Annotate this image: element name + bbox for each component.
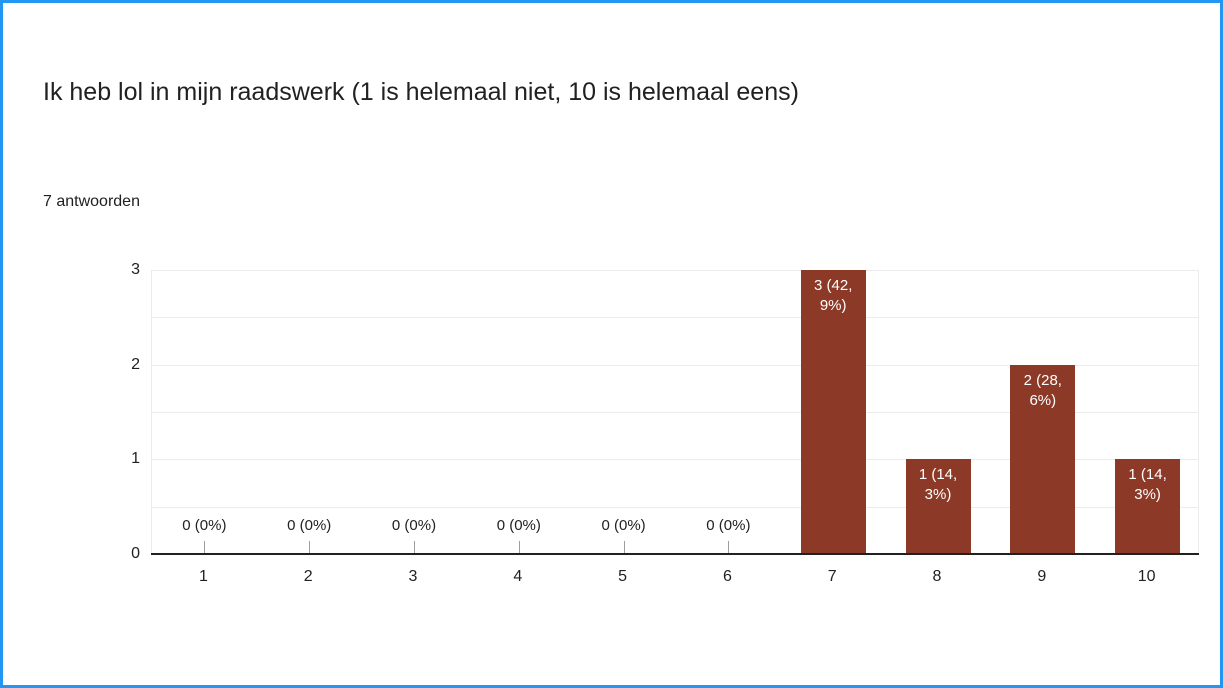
zero-value-tick	[728, 541, 730, 554]
gridline	[152, 506, 1198, 508]
zero-value-label: 0 (0%)	[496, 517, 541, 534]
gridline	[152, 317, 1198, 319]
zero-value-label: 0 (0%)	[182, 517, 227, 534]
bar-value-label: 1 (14, 3%)	[918, 466, 958, 504]
y-axis-tick-label: 3	[131, 261, 140, 278]
zero-value-tick	[414, 541, 415, 554]
gridline	[152, 412, 1198, 413]
x-axis-category-label: 9	[1037, 568, 1047, 585]
x-axis-line	[151, 553, 1199, 555]
gridline	[152, 459, 1198, 461]
gridline	[152, 270, 1198, 271]
zero-value-tick	[518, 541, 520, 554]
x-axis-category-label: 1	[198, 568, 208, 585]
bar-category-7: 3 (42, 9%)	[800, 270, 866, 554]
x-axis-category-label: 8	[932, 568, 942, 585]
bar-chart: 0 (0%) 0 (0%) 0 (0%) 0 (0%) 0 (0%) 0 (0%) 3 (4…	[3, 3, 1220, 685]
responses-count: 7 antwoorden	[43, 193, 140, 210]
x-axis-category-label: 4	[513, 568, 523, 585]
x-axis-category-label: 6	[722, 568, 732, 585]
zero-value-label: 0 (0%)	[706, 517, 751, 534]
y-axis-tick-label: 2	[131, 355, 140, 373]
question-title: Ik heb lol in mijn raadswerk (1 is helem…	[43, 78, 799, 106]
x-axis-category-label: 7	[827, 568, 837, 585]
chart-plot-area: 0 (0%) 0 (0%) 0 (0%) 0 (0%) 0 (0%) 0 (0%) 3 (4…	[151, 270, 1199, 555]
zero-value-label: 0 (0%)	[601, 517, 646, 534]
x-axis-category-label: 5	[618, 568, 628, 585]
y-axis-tick-label: 1	[131, 450, 140, 468]
zero-value-tick	[309, 541, 311, 554]
bar-value-label: 3 (42, 9%)	[814, 277, 853, 314]
gridline	[152, 364, 1198, 366]
bar-category-9: 2 (28, 6%)	[1010, 364, 1076, 554]
bar-value-label: 1 (14, 3%)	[1128, 466, 1167, 504]
zero-value-tick	[204, 541, 206, 554]
zero-value-label: 0 (0%)	[391, 517, 437, 534]
zero-value-tick	[623, 541, 625, 554]
zero-value-label: 0 (0%)	[287, 517, 332, 534]
x-axis-category-label: 3	[408, 568, 418, 585]
y-axis-tick-label: 0	[131, 545, 140, 562]
x-axis-category-label: 10	[1137, 568, 1156, 585]
bar-value-label: 2 (28, 6%)	[1023, 371, 1062, 409]
x-axis-category-label: 2	[303, 568, 313, 585]
bar-category-10: 1 (14, 3%)	[1115, 459, 1181, 554]
bar-category-8: 1 (14, 3%)	[905, 459, 971, 554]
